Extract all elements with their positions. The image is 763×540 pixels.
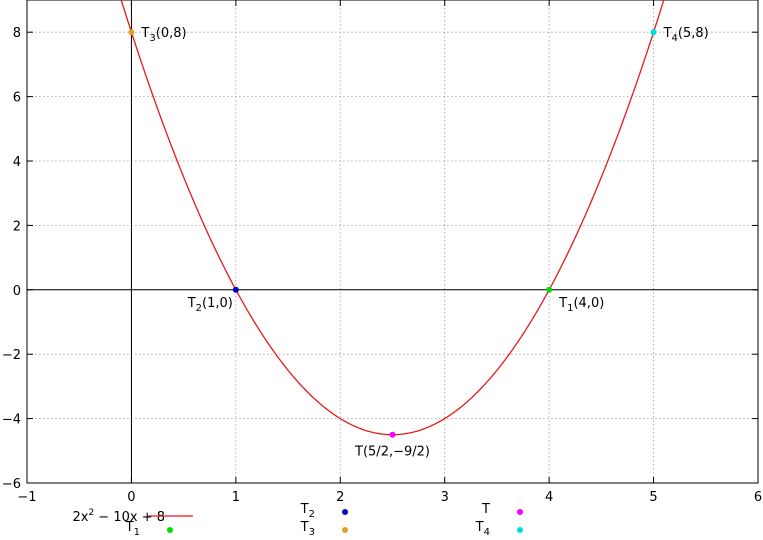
y-tick-label: 6 [13, 91, 21, 106]
curve [120, 0, 665, 436]
point-t1 [546, 286, 553, 293]
legend-swatch-t1 [167, 527, 173, 533]
point-label-t: T(5/2,−9/2) [354, 445, 430, 460]
x-tick-label: 3 [441, 490, 449, 505]
legend-label-t1: T1 [125, 520, 140, 538]
y-tick-label: −4 [2, 413, 21, 428]
legend-label-t4: T4 [475, 520, 490, 538]
point-label-t1: T1(4,0) [558, 296, 604, 314]
y-tick-label: 0 [13, 284, 21, 299]
x-tick-label: 6 [754, 490, 762, 505]
legend-label-t2: T2 [300, 502, 315, 520]
points: T1(4,0) T2(1,0) T3(0,8) T(5/2,−9/2) T4(5,8) [128, 26, 709, 460]
legend-swatch-t4 [517, 527, 523, 533]
y-tick-label: −2 [2, 348, 21, 363]
tick-labels: −1 0 1 2 3 4 5 6 −6 −4 −2 0 2 4 6 8 [2, 26, 762, 505]
x-tick-label: 5 [649, 490, 657, 505]
legend-label-t3: T3 [300, 520, 315, 538]
plot-frame [26, 0, 759, 484]
grid [27, 0, 758, 483]
legend-label-function: 2x2 − 10x + 8 [72, 508, 165, 525]
y-tick-label: 4 [13, 155, 21, 170]
legend-swatch-t2 [342, 509, 348, 515]
y-tick-label: −6 [2, 477, 21, 492]
x-tick-label: −1 [17, 490, 36, 505]
point-t4 [650, 29, 657, 36]
parabola-line [120, 0, 665, 436]
point-label-t3: T3(0,8) [140, 26, 186, 44]
point-label-t4: T4(5,8) [663, 26, 709, 44]
x-tick-label: 1 [232, 490, 240, 505]
legend-swatch-t3 [342, 527, 348, 533]
y-tick-label: 2 [13, 219, 21, 234]
legend-swatch-t [517, 509, 523, 515]
point-t2 [232, 286, 239, 293]
point-t [389, 431, 396, 438]
point-label-t2: T2(1,0) [187, 296, 233, 314]
y-tick-label: 8 [13, 26, 21, 41]
x-tick-label: 2 [336, 490, 344, 505]
x-tick-label: 4 [545, 490, 553, 505]
axes [26, 0, 759, 484]
x-tick-label: 0 [127, 490, 135, 505]
point-t3 [128, 29, 135, 36]
legend-label-t: T [481, 502, 490, 517]
